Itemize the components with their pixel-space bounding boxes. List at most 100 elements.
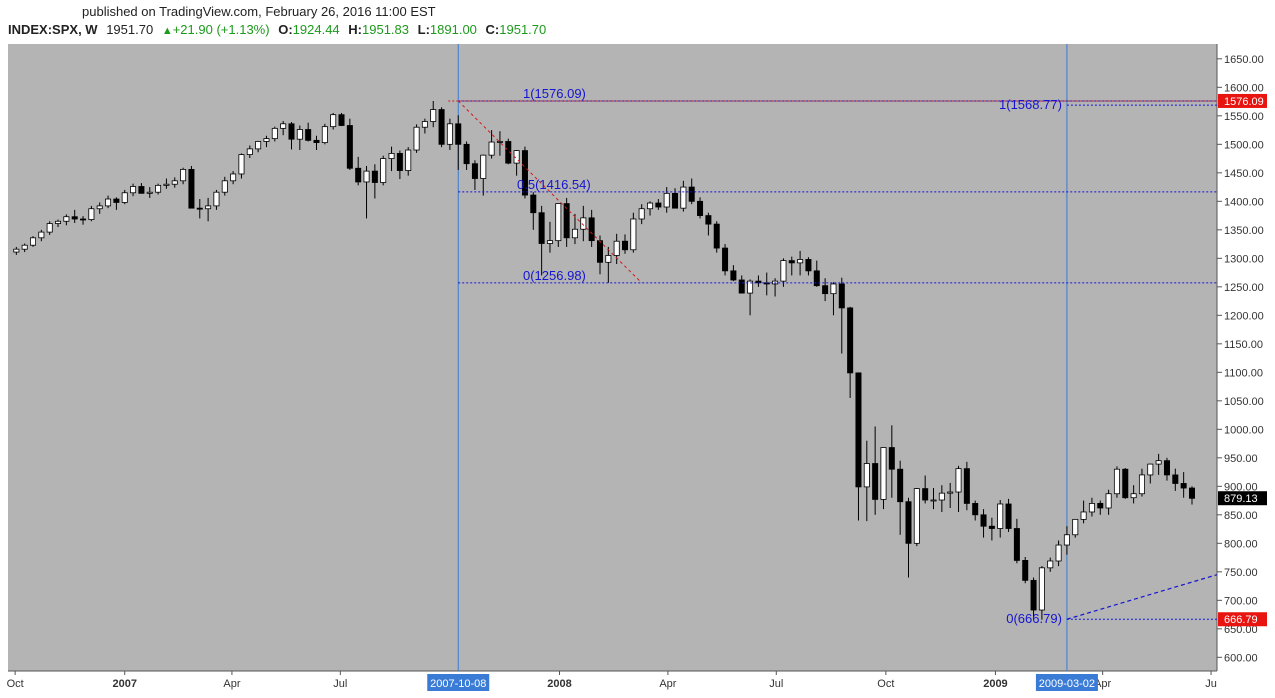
- candle-body: [180, 169, 187, 182]
- candle-body: [730, 270, 737, 281]
- candle-body: [930, 499, 937, 502]
- candle-body: [505, 141, 512, 164]
- time-axis-background: [8, 671, 1217, 695]
- candle-body: [38, 231, 45, 239]
- candle-body: [563, 203, 570, 239]
- candle-body: [1113, 468, 1120, 495]
- candle-body: [1163, 460, 1170, 476]
- plot-area: [8, 44, 1217, 671]
- candle-body: [480, 154, 487, 179]
- open-value: 1924.44: [292, 22, 340, 37]
- candle-body: [213, 191, 220, 207]
- fib-trend-line: [1066, 574, 1218, 620]
- candle-body: [571, 228, 578, 239]
- fib-trend-line: [457, 100, 643, 284]
- y-tick-label: 950.00: [1224, 453, 1258, 465]
- candle-body: [271, 127, 278, 140]
- candle-body: [88, 208, 95, 220]
- close-value: 1951.70: [499, 22, 547, 37]
- candle-body: [346, 125, 353, 169]
- candle-body: [130, 186, 137, 194]
- date-marker-box: [1035, 674, 1098, 691]
- candle-body: [46, 223, 53, 233]
- candle-body: [538, 212, 545, 244]
- fib-level-label: 1(1576.09): [523, 86, 586, 101]
- candle-body: [205, 205, 212, 210]
- candle-body: [463, 143, 470, 165]
- candle-body: [1138, 474, 1145, 495]
- candle-body: [421, 121, 428, 128]
- x-tick-label: Apr: [223, 678, 240, 690]
- fib-level-label: 0(1256.98): [523, 268, 586, 283]
- candle-body: [888, 447, 895, 470]
- candle-body: [413, 126, 420, 151]
- candle-body: [588, 217, 595, 242]
- candle-body: [922, 488, 929, 501]
- candle-body: [697, 200, 704, 216]
- candle-body: [1188, 487, 1195, 499]
- candle-body: [630, 218, 637, 251]
- chart-header: published on TradingView.com, February 2…: [0, 0, 1275, 42]
- y-tick-label: 1050.00: [1224, 396, 1264, 408]
- candle-body: [596, 240, 603, 263]
- candle-body: [238, 154, 245, 175]
- candle-body: [355, 167, 362, 183]
- low-value: 1891.00: [429, 22, 477, 37]
- candle-body: [780, 260, 787, 282]
- candlestick-chart[interactable]: 600.00 650.00 700.00 750.00 800.00 850.00 900.…: [0, 42, 1275, 698]
- price-tag-label: 879.13: [1224, 493, 1258, 505]
- candle-body: [155, 184, 162, 193]
- candle-body: [288, 123, 295, 140]
- candle-body: [438, 109, 445, 145]
- candle-body: [188, 169, 195, 209]
- candle-body: [1180, 483, 1187, 489]
- candle-body: [805, 259, 812, 272]
- symbol-label: INDEX:SPX, W: [8, 22, 98, 37]
- fib-level-label: 0.5(1416.54): [517, 177, 591, 192]
- y-tick-label: 750.00: [1224, 567, 1258, 579]
- y-tick-label: 1600.00: [1224, 82, 1264, 94]
- candle-body: [830, 283, 837, 295]
- candle-body: [1038, 567, 1045, 611]
- candle-body: [380, 158, 387, 183]
- candle-body: [813, 270, 820, 287]
- y-tick-label: 700.00: [1224, 595, 1258, 607]
- candle-body: [296, 129, 303, 140]
- date-marker-label: 2009-03-02: [1039, 678, 1095, 690]
- candle-body: [713, 223, 720, 249]
- candle-body: [1072, 518, 1079, 536]
- x-tick-label: Apr: [659, 678, 676, 690]
- candle-body: [1022, 560, 1029, 581]
- candle-body: [446, 123, 453, 145]
- candle-body: [897, 468, 904, 503]
- candle-body: [530, 194, 537, 214]
- price-change: +21.90 (+1.13%): [172, 22, 270, 37]
- candle-body: [963, 468, 970, 504]
- x-tick-label: Jul: [333, 678, 347, 690]
- price-tag-bg: [1218, 93, 1267, 108]
- candle-body: [30, 237, 37, 246]
- x-tick-label: Jul: [769, 678, 783, 690]
- candle-body: [71, 216, 78, 220]
- candle-body: [1055, 544, 1062, 562]
- candle-body: [738, 279, 745, 294]
- candle-body: [488, 141, 495, 156]
- candle-body: [105, 198, 112, 207]
- candle-body: [396, 153, 403, 171]
- candle-body: [655, 202, 662, 208]
- candle-body: [388, 153, 395, 159]
- candle-body: [1005, 503, 1012, 529]
- last-price: 1951.70: [106, 22, 154, 37]
- candle-body: [280, 123, 287, 129]
- x-tick-label: 2009: [983, 678, 1007, 690]
- high-value: 1951.83: [362, 22, 409, 37]
- y-tick-label: 1000.00: [1224, 424, 1264, 436]
- y-tick-label: 600.00: [1224, 652, 1258, 664]
- candle-body: [872, 463, 879, 500]
- candle-body: [1063, 534, 1070, 546]
- y-tick-label: 1550.00: [1224, 111, 1264, 123]
- candle-body: [680, 186, 687, 209]
- candle-body: [1130, 493, 1137, 499]
- candle-body: [363, 170, 370, 183]
- candle-body: [613, 240, 620, 256]
